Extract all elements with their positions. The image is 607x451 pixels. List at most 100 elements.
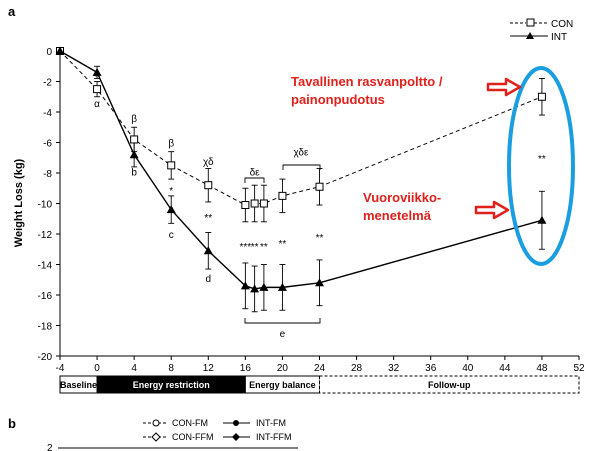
annotation-label: ** <box>316 233 324 244</box>
overlay-label-alternate-2: menetelmä <box>363 208 432 223</box>
x-tick-label: 0 <box>94 363 100 374</box>
int-point <box>240 281 250 290</box>
int-point <box>129 150 139 159</box>
int-point <box>277 282 287 291</box>
annotation-label: a <box>94 68 100 79</box>
x-tick-label: 48 <box>536 363 548 374</box>
x-tick-label: 20 <box>277 363 289 374</box>
annotation-label: e <box>280 329 286 340</box>
int-point <box>250 284 260 293</box>
y-tick-label: -4 <box>43 108 52 119</box>
con-point <box>537 92 546 101</box>
annotation-label: d <box>206 274 212 285</box>
y-tick-label: -14 <box>38 261 53 272</box>
legend-con-ffm-marker <box>151 432 161 442</box>
y-axis-label: Weight Loss (kg) <box>13 158 25 247</box>
arrow-icon <box>474 200 510 220</box>
annotation-label: ** <box>538 154 546 165</box>
con-point <box>130 135 139 144</box>
phase-label: Energy restriction <box>133 380 210 390</box>
y-tick-label: -10 <box>38 200 53 211</box>
x-tick-label: 4 <box>131 363 137 374</box>
y-tick-label: -18 <box>38 322 53 333</box>
annotation-label: ** <box>279 239 287 250</box>
int-point <box>537 215 547 224</box>
x-tick-label: 52 <box>573 363 585 374</box>
annotation-label: α <box>94 99 100 110</box>
annotation-label: χδ <box>203 157 214 168</box>
x-tick-label: 8 <box>168 363 174 374</box>
legend-int-marker <box>526 32 534 39</box>
y-tick-label: -12 <box>38 230 53 241</box>
y-tick-label: -16 <box>38 291 53 302</box>
legend: CON INT <box>510 18 573 43</box>
con-point <box>93 85 102 94</box>
annotation-label: χδε <box>293 148 309 159</box>
annotation-label: * <box>169 186 173 197</box>
y-tick-label: 0 <box>46 47 52 58</box>
annotation-label: ** <box>204 213 212 224</box>
x-tick-label: 28 <box>351 363 363 374</box>
phase-box <box>319 375 580 394</box>
legend-int-label: INT <box>551 32 567 43</box>
legend-int-ffm-label: INT-FFM <box>256 432 292 442</box>
y-tick-label: -8 <box>43 169 52 180</box>
annotation-label: δε <box>250 167 261 178</box>
bracket-chi-delta-epsilon <box>282 164 321 170</box>
bracket-delta-epsilon <box>244 177 265 183</box>
x-tick-label: 32 <box>388 363 400 374</box>
highlight-ellipse <box>507 66 575 266</box>
con-point <box>250 199 259 208</box>
panel-b-y-tick: 2 <box>47 443 53 451</box>
annotation-label: ** <box>251 242 259 253</box>
x-tick-label: 16 <box>240 363 252 374</box>
legend-con-ffm-label: CON-FFM <box>172 432 214 442</box>
panel-b-label: b <box>8 416 16 431</box>
legend-con-marker <box>526 18 535 27</box>
annotation-label: β <box>168 139 174 150</box>
int-point <box>315 278 324 287</box>
x-tick-label: 12 <box>203 363 215 374</box>
legend-con-fm-marker <box>152 419 160 427</box>
legend-con-fm-label: CON-FM <box>172 418 208 428</box>
int-point <box>259 282 269 291</box>
int-point <box>92 67 102 76</box>
panel-b-legend: CON-FM INT-FM CON-FFM INT-FFM <box>143 418 292 442</box>
int-point <box>166 205 176 214</box>
y-tick-label: -20 <box>38 352 53 363</box>
series-con-line <box>59 50 543 206</box>
bracket-e <box>244 318 321 324</box>
con-point <box>241 201 250 210</box>
annotation-label: *** <box>240 242 252 253</box>
legend-int-ffm-marker <box>232 433 240 441</box>
x-tick-label: 40 <box>462 363 474 374</box>
phase-label: Energy balance <box>249 380 316 390</box>
annotation-label: β <box>131 114 137 125</box>
con-point <box>259 199 268 208</box>
con-point <box>167 161 176 170</box>
x-tick-label: 24 <box>314 363 326 374</box>
int-point <box>55 46 65 55</box>
legend-int-fm-label: INT-FM <box>256 418 286 428</box>
con-point <box>204 181 213 190</box>
annotation-label: b <box>131 167 137 178</box>
y-tick-label: -6 <box>43 139 52 150</box>
overlay-label-regular-1: Tavallinen rasvanpoltto / <box>291 74 443 89</box>
phase-label: Baseline <box>60 380 97 390</box>
legend-con-label: CON <box>551 19 573 30</box>
overlay-label-regular-2: painonpudotus <box>291 92 385 107</box>
x-tick-label: -4 <box>56 363 65 374</box>
x-tick-label: 36 <box>425 363 437 374</box>
overlay-label-alternate-1: Vuoroviikko- <box>363 190 441 205</box>
phase-label: Follow-up <box>428 380 471 390</box>
x-tick-label: 44 <box>499 363 511 374</box>
y-tick-label: -2 <box>43 78 52 89</box>
con-point <box>278 191 287 200</box>
annotation-label: ** <box>260 242 268 253</box>
annotation-label: c <box>169 230 174 241</box>
legend-int-fm-marker <box>233 420 239 426</box>
arrow-icon <box>486 77 522 97</box>
int-point <box>203 246 213 255</box>
con-point <box>315 182 324 191</box>
